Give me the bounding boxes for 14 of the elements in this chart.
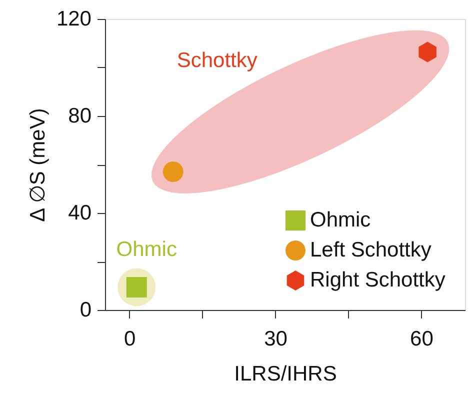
annotation: Ohmic	[116, 238, 177, 262]
legend-label: Left Schottky	[310, 238, 432, 262]
x-axis-title: ILRS/IHRS	[234, 362, 337, 386]
x-tick-label: 30	[264, 328, 288, 350]
x-tick-label: 60	[410, 328, 434, 350]
annotation: Schottky	[176, 48, 258, 72]
y-tick-label: 120	[56, 8, 92, 30]
y-tick-label: 80	[68, 104, 92, 128]
y-tick-label: 0	[80, 298, 92, 322]
x-tick-label: 0	[124, 328, 136, 350]
y-tick-label: 40	[68, 202, 92, 224]
legend-label: Ohmic	[310, 208, 371, 232]
legend-label: Right Schottky	[310, 268, 446, 292]
y-axis-title: Δ ∅S (meV)	[26, 108, 50, 222]
